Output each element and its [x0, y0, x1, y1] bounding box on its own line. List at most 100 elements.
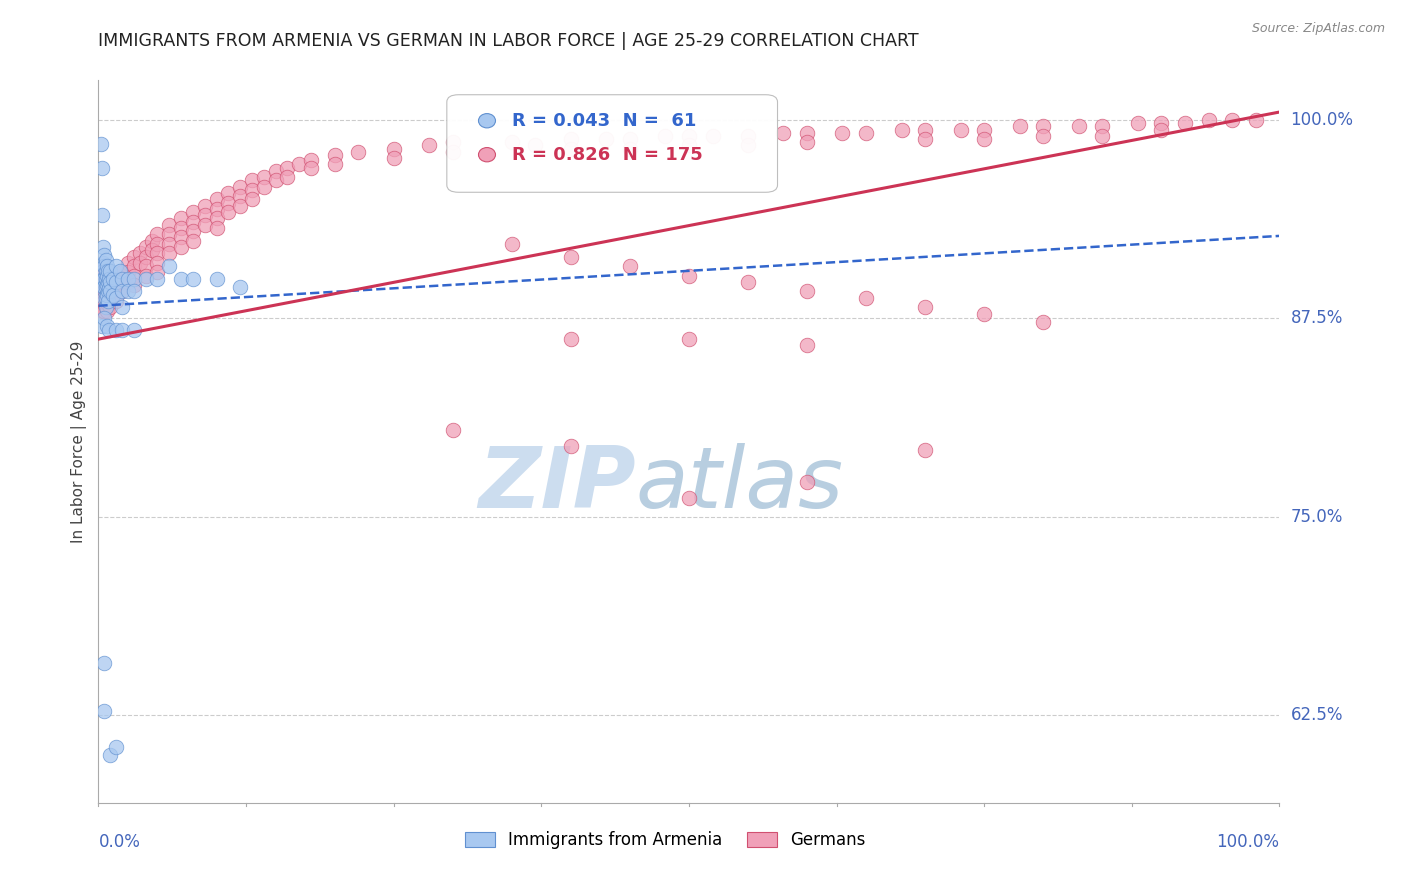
Point [98, 285, 121, 299]
Point [205, 193, 228, 207]
Point [96, 287, 118, 301]
Point [973, 122, 995, 136]
Point [157, 236, 180, 251]
Point [205, 272, 228, 286]
Point [973, 132, 995, 146]
Point [229, 189, 252, 203]
Point [96, 268, 118, 283]
Point [796, 285, 818, 299]
Point [101, 287, 124, 301]
Point [105, 275, 128, 289]
Point [91, 279, 114, 293]
Point [111, 265, 134, 279]
Point [181, 224, 204, 238]
Ellipse shape [478, 113, 495, 128]
Point [170, 240, 193, 254]
Point [619, 259, 641, 273]
Point [98, 322, 121, 336]
Point [205, 211, 228, 226]
Point [181, 214, 204, 228]
Point [91, 268, 114, 283]
Point [105, 291, 128, 305]
Point [105, 293, 128, 308]
Point [1198, 113, 1220, 128]
Point [240, 193, 263, 207]
Point [93, 293, 115, 308]
Point [93, 285, 115, 299]
Point [855, 126, 877, 140]
Point [98, 301, 121, 315]
Point [122, 259, 145, 273]
Point [122, 272, 145, 286]
Point [264, 163, 287, 178]
Point [96, 319, 118, 334]
Point [146, 246, 169, 260]
Point [560, 250, 582, 264]
Point [441, 135, 464, 149]
Point [111, 285, 134, 299]
Text: 100.0%: 100.0% [1291, 111, 1354, 129]
Point [96, 303, 118, 318]
Point [117, 256, 139, 270]
Point [135, 268, 157, 283]
Point [229, 279, 252, 293]
Text: 0.0%: 0.0% [98, 833, 141, 851]
Point [157, 246, 180, 260]
Point [108, 272, 131, 286]
Point [93, 311, 115, 326]
Point [135, 259, 157, 273]
Point [122, 278, 145, 293]
Point [205, 221, 228, 235]
Point [93, 272, 115, 286]
Point [98, 748, 121, 763]
Point [796, 338, 818, 352]
Point [93, 291, 115, 305]
Point [117, 275, 139, 289]
FancyBboxPatch shape [447, 95, 778, 193]
Point [229, 199, 252, 213]
Text: 100.0%: 100.0% [1216, 833, 1279, 851]
Point [382, 151, 405, 165]
Point [831, 126, 853, 140]
Point [96, 293, 118, 308]
Text: 87.5%: 87.5% [1291, 310, 1343, 327]
Point [157, 259, 180, 273]
Point [217, 186, 239, 200]
Point [91, 291, 114, 305]
Point [146, 236, 169, 251]
Point [181, 205, 204, 219]
Text: ZIP: ZIP [478, 443, 636, 526]
Point [890, 122, 912, 136]
Point [1244, 113, 1267, 128]
Point [105, 272, 128, 286]
Point [276, 170, 298, 185]
Point [194, 208, 217, 222]
Point [1126, 116, 1149, 130]
Point [91, 295, 114, 310]
Point [91, 256, 114, 270]
Point [97, 287, 120, 301]
Text: 62.5%: 62.5% [1291, 706, 1343, 724]
Point [382, 142, 405, 156]
Point [560, 438, 582, 452]
Point [914, 132, 936, 146]
Point [91, 303, 114, 318]
Point [108, 281, 131, 295]
Point [93, 704, 115, 718]
Point [288, 157, 311, 171]
Point [973, 307, 995, 321]
Point [1032, 120, 1054, 134]
Point [796, 475, 818, 489]
Legend: Immigrants from Armenia, Germans: Immigrants from Armenia, Germans [458, 824, 873, 856]
Point [101, 278, 124, 293]
Point [108, 264, 131, 278]
Point [93, 279, 115, 293]
Point [105, 740, 128, 755]
Point [111, 322, 134, 336]
Point [96, 278, 118, 293]
Point [619, 142, 641, 156]
Point [796, 126, 818, 140]
Point [111, 301, 134, 315]
Point [93, 275, 115, 289]
Point [105, 283, 128, 297]
